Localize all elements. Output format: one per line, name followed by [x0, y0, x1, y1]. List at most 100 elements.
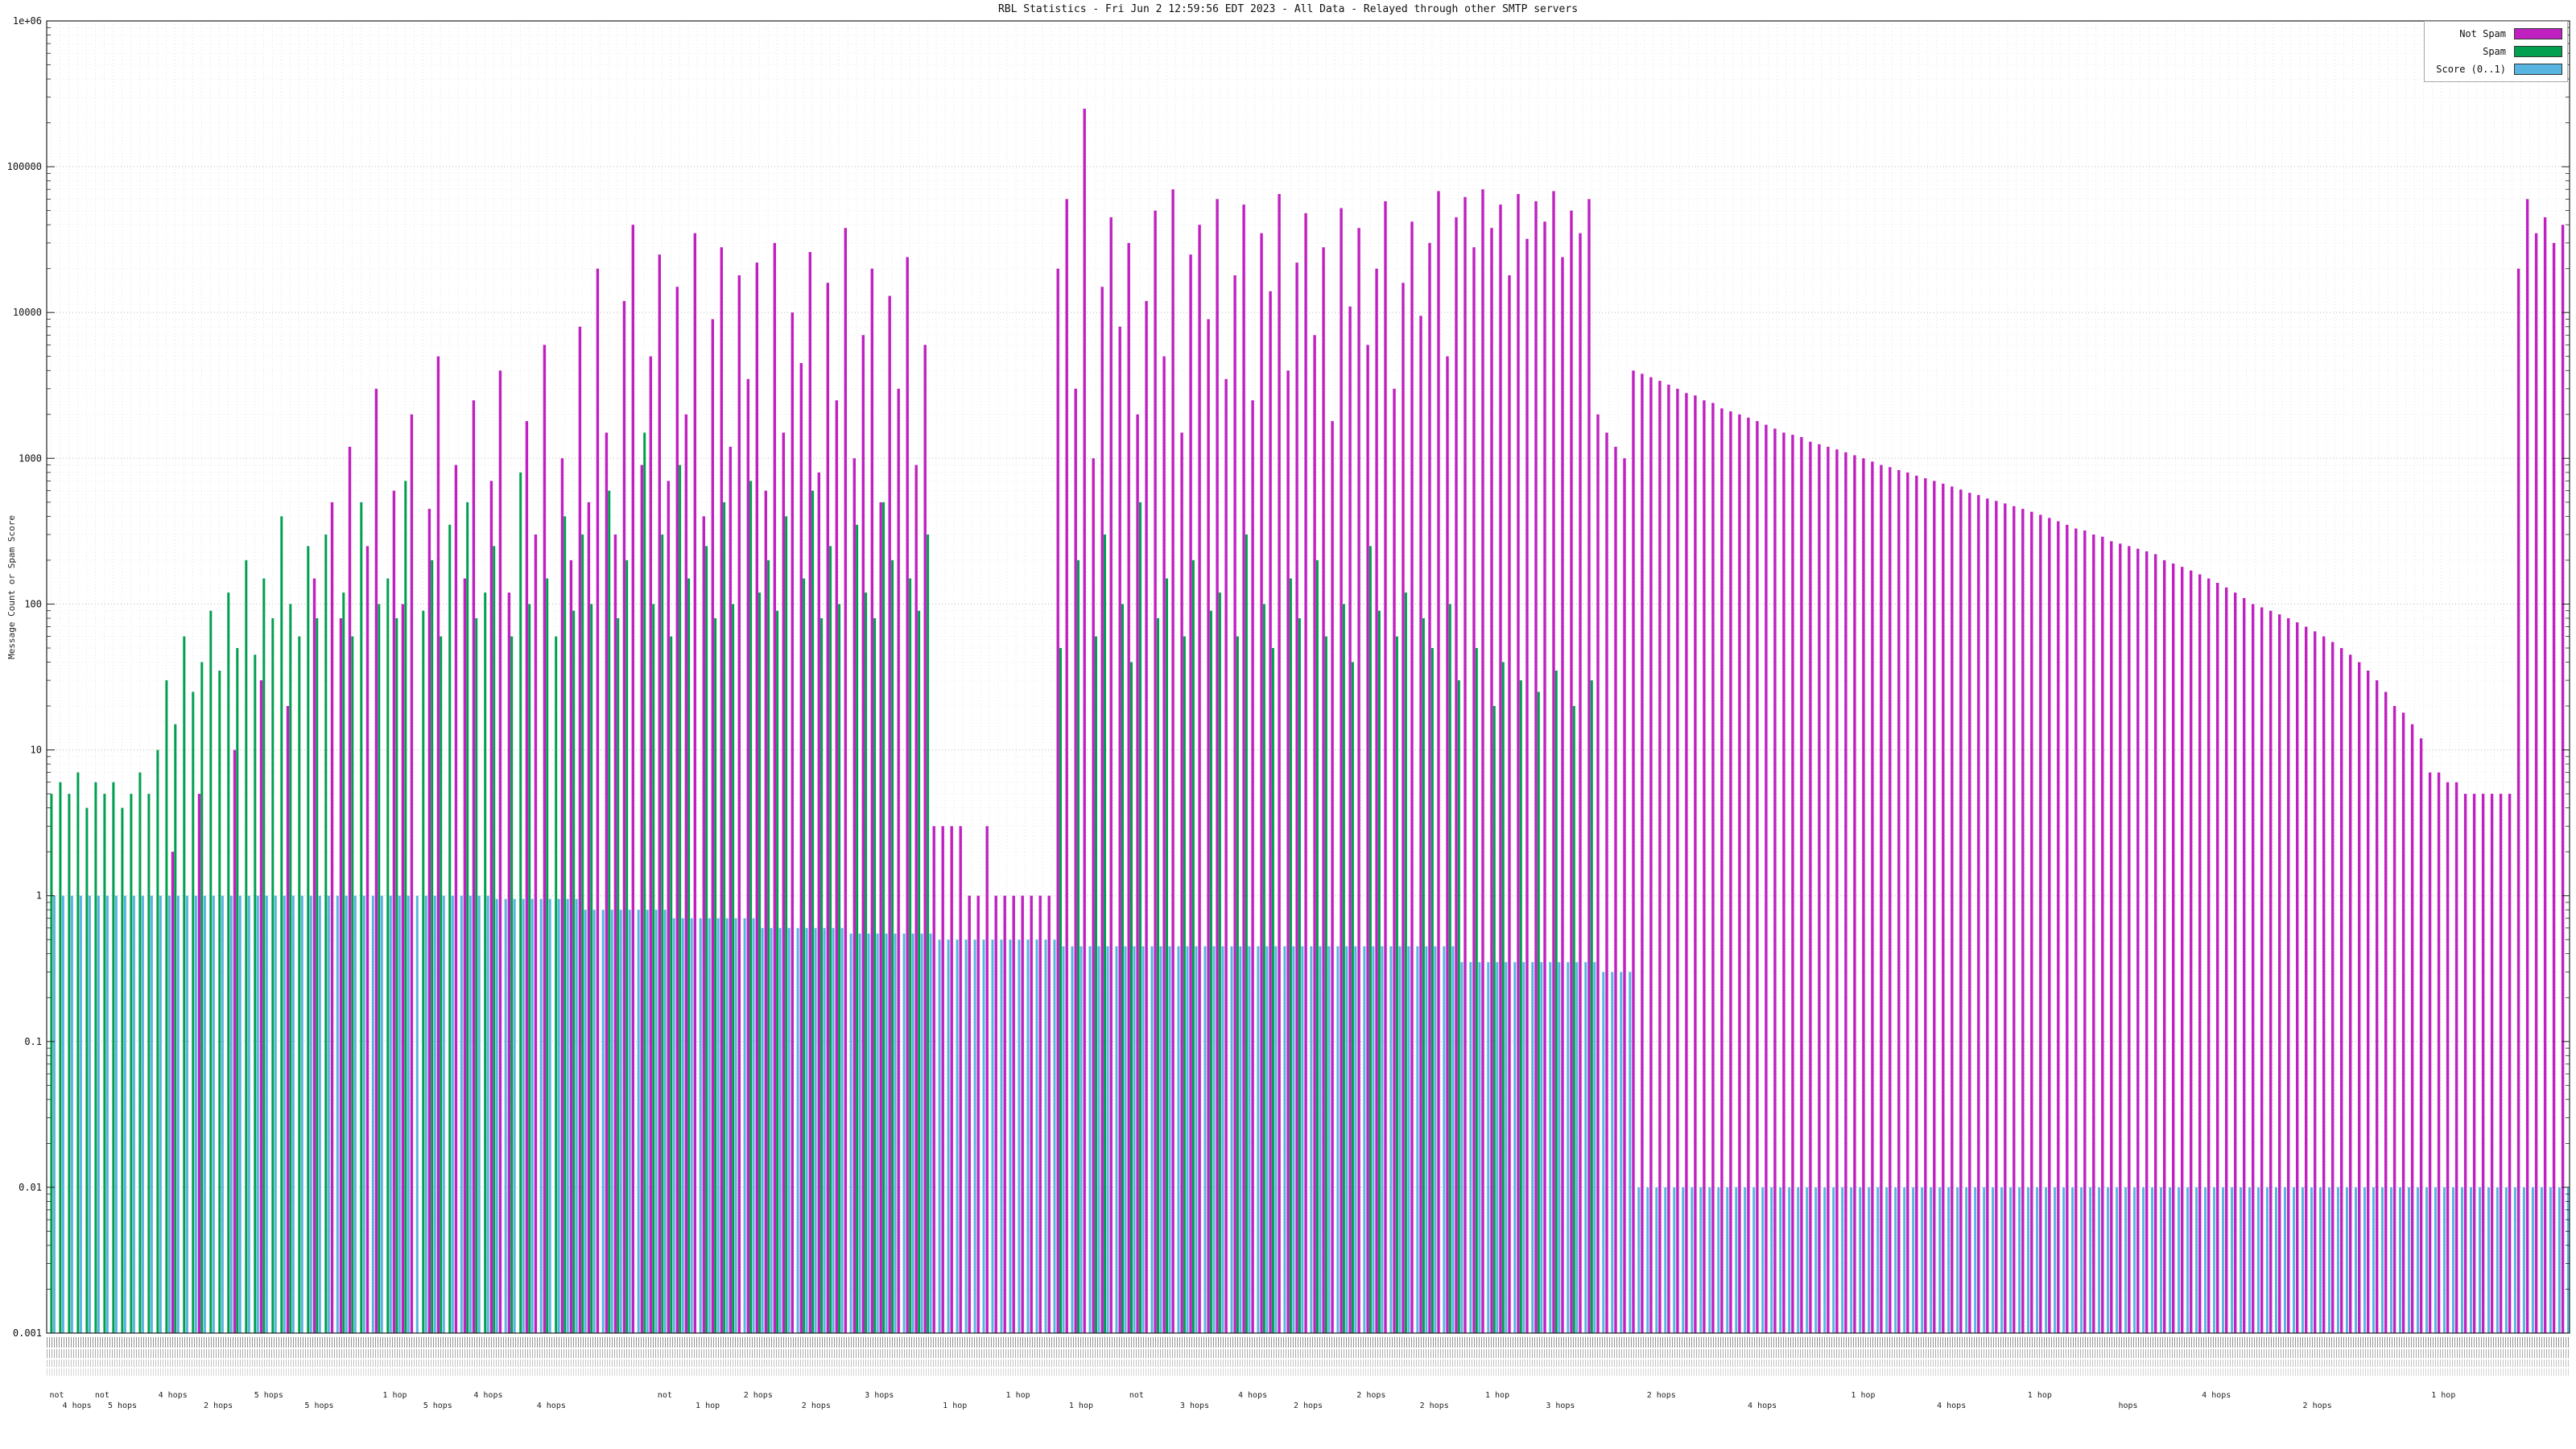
bar	[76, 772, 80, 1333]
bar	[2293, 1187, 2295, 1333]
bar	[2160, 1187, 2163, 1333]
bar	[661, 535, 664, 1333]
bar	[431, 559, 434, 1333]
bar	[2434, 1187, 2437, 1333]
bar	[1251, 400, 1254, 1333]
bar	[1324, 636, 1327, 1333]
bar	[1729, 411, 1732, 1333]
bar	[743, 918, 746, 1333]
bar	[1236, 636, 1239, 1333]
bar	[2195, 1187, 2198, 1333]
bar	[2248, 1187, 2251, 1333]
bar	[876, 933, 879, 1333]
bar	[362, 895, 365, 1333]
bar	[1602, 972, 1605, 1333]
bar	[2296, 622, 2299, 1333]
bar	[2145, 551, 2149, 1333]
bar	[1501, 662, 1505, 1333]
bar	[1534, 201, 1538, 1333]
bar	[212, 895, 215, 1333]
bar	[1118, 326, 1121, 1333]
bar	[1711, 402, 1715, 1333]
bar	[229, 895, 233, 1333]
bar	[699, 918, 702, 1333]
bar	[832, 927, 835, 1333]
bar	[1942, 483, 1945, 1333]
bar	[1218, 592, 1221, 1333]
bar	[1366, 345, 1369, 1333]
bar	[1127, 242, 1130, 1333]
bar	[649, 356, 652, 1334]
bar	[2496, 1187, 2499, 1333]
y-tick-label: 10	[31, 745, 42, 756]
bar	[351, 636, 354, 1333]
x-axis-hop-label: 4 hops	[1937, 1402, 1967, 1410]
x-axis-dense-labels-row-3	[47, 1360, 2570, 1367]
bar	[1703, 400, 1706, 1333]
bar	[1348, 306, 1352, 1334]
bar	[1921, 1187, 1924, 1333]
bar	[378, 604, 381, 1333]
bar	[1216, 199, 1219, 1333]
bar	[150, 895, 153, 1333]
bar	[1797, 1187, 1800, 1333]
bar	[572, 610, 576, 1333]
bar	[1761, 1187, 1765, 1333]
bar	[1806, 1187, 1809, 1333]
bar	[2543, 217, 2547, 1333]
bar	[1791, 435, 1794, 1333]
bar	[1402, 283, 1405, 1333]
x-axis-hop-label: 1 hop	[382, 1391, 407, 1400]
bar	[59, 782, 62, 1333]
bar	[1596, 414, 1600, 1333]
bar	[2243, 597, 2246, 1333]
bar	[1517, 194, 1520, 1333]
bar	[1047, 895, 1051, 1333]
x-axis-hop-label: 4 hops	[536, 1402, 566, 1410]
bar	[280, 516, 283, 1333]
bar	[1298, 618, 1301, 1333]
bar	[932, 826, 935, 1333]
bar	[755, 262, 758, 1334]
bar	[97, 895, 100, 1333]
bar	[791, 312, 794, 1334]
bar	[1620, 972, 1623, 1333]
bar	[2310, 1187, 2313, 1333]
x-axis-hop-label: 1 hop	[2431, 1391, 2456, 1400]
bar	[2408, 1187, 2410, 1333]
bar	[2107, 1187, 2110, 1333]
bar	[776, 610, 779, 1333]
bar	[330, 502, 334, 1333]
bar	[1166, 578, 1168, 1333]
legend-item: Score (0..1)	[2436, 60, 2562, 78]
legend-label: Spam	[2483, 46, 2506, 57]
bar	[1614, 447, 1617, 1333]
bar	[1951, 486, 1954, 1333]
bar	[156, 749, 159, 1333]
bar	[1106, 946, 1109, 1333]
bar	[1097, 946, 1100, 1333]
bar	[2172, 564, 2175, 1333]
bar	[2116, 1187, 2119, 1333]
bar	[918, 610, 921, 1333]
bar	[463, 578, 467, 1333]
bar	[1930, 1187, 1933, 1333]
bar	[1664, 1187, 1667, 1333]
bar	[436, 356, 440, 1334]
bar	[1611, 972, 1614, 1333]
bar	[1310, 946, 1313, 1333]
bar	[1986, 498, 1989, 1333]
legend-item: Not Spam	[2436, 25, 2562, 43]
bar	[1676, 388, 1679, 1333]
bar	[339, 618, 343, 1333]
bar	[2287, 618, 2290, 1333]
bar	[130, 794, 133, 1333]
bar	[613, 535, 617, 1333]
bar	[637, 910, 640, 1333]
bar	[1492, 706, 1496, 1333]
x-axis-hop-label: 4 hops	[62, 1402, 92, 1410]
bar	[1744, 1187, 1747, 1333]
bar	[906, 257, 909, 1333]
bar	[209, 610, 213, 1333]
bar	[1572, 706, 1575, 1333]
